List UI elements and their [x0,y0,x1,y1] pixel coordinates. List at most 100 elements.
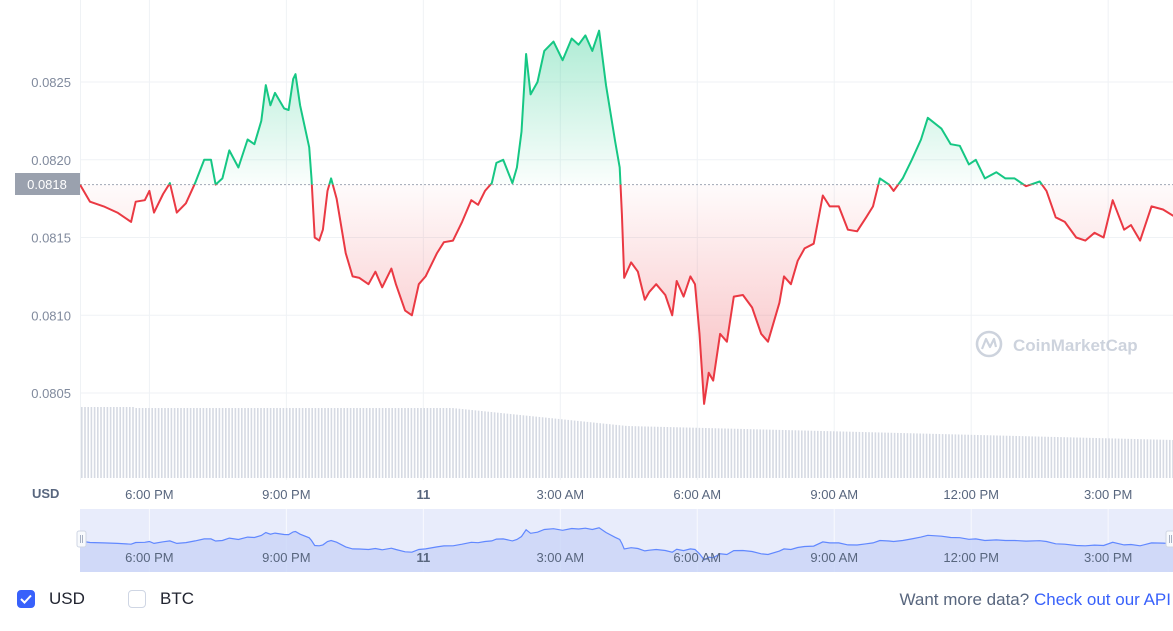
volume-bar [330,408,333,478]
volume-bar [621,425,624,478]
volume-bar [241,408,243,478]
volume-bar [769,429,771,478]
volume-bar [545,417,547,478]
volume-bar [605,423,608,478]
volume-bar [228,408,230,478]
btc-checkbox-option[interactable]: BTC [128,589,194,609]
volume-bar [84,407,86,478]
price-area [80,30,1173,404]
y-tick-label: 0.0825 [31,75,71,90]
volume-bar [548,417,550,478]
volume-bar [890,432,893,478]
volume-bar [218,408,221,478]
volume-bar [113,407,115,478]
volume-bar [695,427,697,478]
volume-bar [906,433,909,478]
x-tick-label: 9:00 PM [262,487,310,502]
volume-bar [564,419,566,478]
volume-bar [452,408,454,478]
volume-bar [106,407,109,478]
volume-bar [573,420,576,478]
volume-bar [999,435,1001,478]
volume-bar [397,408,400,478]
volume-bar [1092,437,1094,478]
volume-bar [909,433,912,478]
btc-checkbox[interactable] [128,590,146,608]
x-axis: 6:00 PM 9:00 PM 11 3:00 AM 6:00 AM 9:00 AM 12:… [125,487,1132,502]
volume-bar [1156,439,1158,478]
volume-bar [941,434,944,478]
volume-bar [186,408,189,478]
volume-bar [484,411,486,478]
volume-bar [465,409,467,478]
volume-bar [589,422,592,478]
more-data-text: Want more data? [899,590,1030,609]
volume-bar [340,408,342,478]
volume-bar [234,408,237,478]
navigator-tick-label: 9:00 PM [262,550,310,565]
volume-bar [359,408,361,478]
volume-bar [305,408,307,478]
volume-bar [151,408,153,478]
volume-bar [391,408,393,478]
volume-bar [407,408,409,478]
volume-bar [980,435,982,478]
navigator-left-handle[interactable] [76,530,87,548]
volume-bar [900,433,902,478]
navigator-series [79,527,1173,572]
volume-bar [506,413,509,478]
volume-bar [321,408,323,478]
volume-bar [1012,435,1014,478]
price-chart[interactable]: 0.0805 0.0810 0.0815 0.0820 0.0825 0.0818 Co… [0,0,1173,580]
volume-bar [1159,439,1161,478]
volume-bar [823,431,825,478]
volume-bar [535,416,537,478]
volume-bar [737,428,739,478]
volume-bar [829,431,832,478]
volume-bar [689,427,691,478]
volume-bar [177,408,179,478]
volume-bar [964,434,966,478]
volume-bar [701,427,704,478]
api-link[interactable]: Check out our API [1033,590,1171,609]
volume-bar [970,434,973,478]
volume-bar [794,430,797,478]
volume-bar [983,435,985,478]
usd-checkbox-option[interactable]: USD [17,589,85,609]
navigator-right-handle[interactable] [1165,530,1173,548]
volume-bar [647,426,649,478]
volume-bar [698,427,701,478]
volume-bar [871,432,873,478]
volume-bar [781,429,784,478]
navigator[interactable]: 6:00 PM 9:00 PM 11 3:00 AM 6:00 AM 9:00 AM 12:… [76,509,1173,572]
volume-bar [212,408,214,478]
volume-bar [353,408,355,478]
volume-bar [125,407,128,478]
volume-bar [1121,438,1123,478]
volume-bar [401,408,403,478]
y-tick-label: 0.0815 [31,231,71,246]
volume-bar [666,427,669,478]
volume-bars [81,407,1173,478]
volume-bar [1034,436,1037,478]
volume-bar [1018,436,1021,478]
volume-bar [849,431,851,478]
volume-bar [365,408,368,478]
volume-bar [356,408,358,478]
volume-bar [119,407,121,478]
volume-bar [743,428,745,478]
navigator-tick-label: 6:00 AM [673,550,721,565]
volume-bar [225,408,227,478]
volume-bar [378,408,381,478]
volume-bar [721,428,723,478]
x-tick-label: 6:00 AM [673,487,721,502]
volume-bar [1108,438,1110,478]
volume-bar [1162,439,1165,478]
volume-bar [90,407,93,478]
volume-bar [244,408,246,478]
volume-bar [445,408,448,478]
volume-bar [417,408,419,478]
volume-bar [612,424,614,478]
usd-checkbox[interactable] [17,590,35,608]
volume-bar [385,408,387,478]
